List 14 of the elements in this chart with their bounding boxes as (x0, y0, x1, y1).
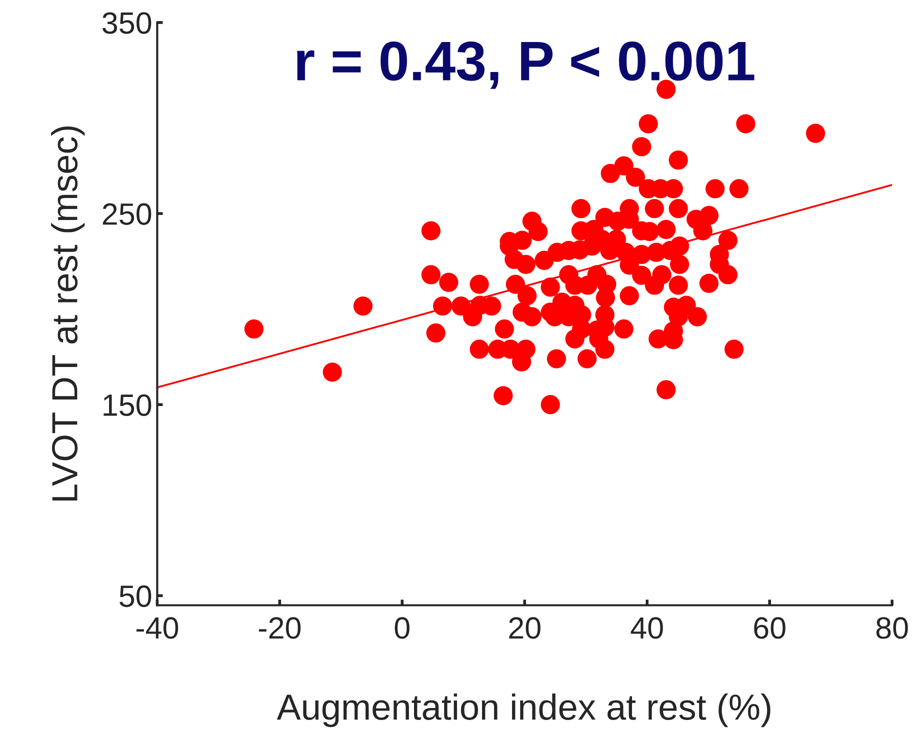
y-tick-label: 150 (104, 394, 152, 416)
x-tick-label: 20 (509, 617, 540, 639)
y-tick-label: 250 (102, 203, 152, 225)
x-tick-label: 0 (394, 617, 410, 639)
y-tick-label: 350 (102, 12, 152, 34)
x-tick-label: -20 (258, 617, 301, 639)
y-axis-title: LVOT DT at rest (msec) (51, 126, 85, 501)
chart-title: r = 0.43, P < 0.001 (297, 41, 754, 89)
x-tick-label: 40 (630, 617, 663, 639)
y-tick-label: 50 (120, 585, 152, 608)
x-tick-label: -40 (136, 617, 178, 639)
x-axis-title: Augmentation index at rest (%) (276, 693, 770, 728)
x-tick-label: 80 (876, 617, 908, 639)
x-tick-label: 60 (754, 617, 786, 639)
